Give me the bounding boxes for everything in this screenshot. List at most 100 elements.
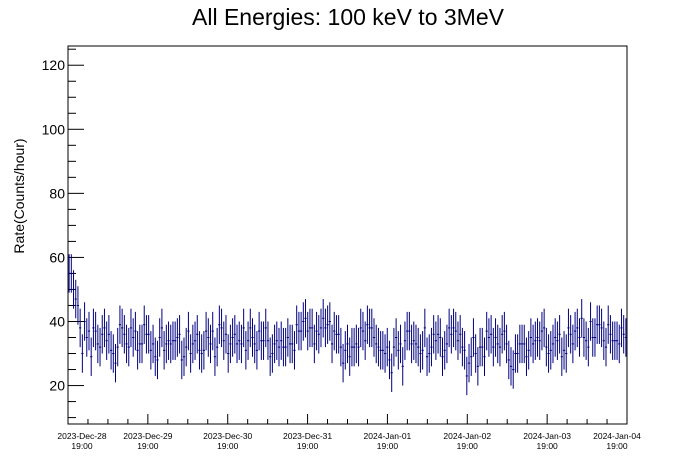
data-point — [147, 315, 150, 354]
data-point — [286, 318, 289, 357]
data-point — [326, 305, 329, 344]
data-point — [224, 315, 228, 354]
data-point — [607, 305, 610, 344]
y-tick-label: 60 — [49, 249, 65, 265]
data-point — [149, 331, 152, 370]
y-tick-label: 120 — [42, 57, 66, 73]
data-point — [193, 321, 197, 360]
data-point — [459, 315, 462, 354]
data-point — [109, 331, 113, 370]
data-point — [258, 311, 261, 351]
data-point — [613, 321, 616, 360]
data-point — [454, 311, 457, 351]
data-point — [295, 305, 298, 344]
data-point — [450, 315, 453, 354]
data-point — [169, 324, 172, 364]
data-point — [474, 334, 477, 373]
data-point — [222, 321, 225, 360]
data-point — [487, 318, 491, 357]
data-point — [313, 324, 316, 364]
data-point — [171, 321, 175, 360]
data-point — [388, 340, 391, 380]
data-point — [218, 305, 221, 344]
data-point — [366, 305, 369, 344]
data-point — [238, 321, 241, 360]
data-point — [341, 343, 345, 383]
data-point — [587, 327, 590, 367]
x-tick-label-time: 19:00 — [297, 441, 319, 451]
data-point — [386, 327, 389, 367]
data-point — [518, 324, 521, 364]
data-point — [397, 331, 400, 370]
x-tick-label-time: 19:00 — [71, 441, 93, 451]
data-point — [600, 308, 603, 348]
data-point — [249, 308, 252, 348]
y-tick-label: 40 — [49, 313, 65, 329]
data-point — [264, 308, 267, 348]
data-point — [456, 321, 460, 360]
data-point — [227, 334, 230, 373]
data-point — [560, 337, 563, 376]
data-point — [311, 308, 314, 348]
data-point — [622, 315, 625, 354]
x-tick-label-date: 2023-Dec-28 — [57, 431, 106, 441]
data-point — [196, 315, 199, 354]
data-point — [79, 308, 82, 348]
x-tick-label-date: 2024-Jan-03 — [523, 431, 571, 441]
data-point — [308, 308, 312, 348]
data-point — [333, 311, 336, 351]
data-point — [596, 305, 599, 344]
data-point — [138, 324, 141, 364]
data-point — [562, 331, 566, 370]
data-point — [540, 311, 544, 351]
data-point — [246, 321, 250, 360]
data-point — [593, 318, 597, 357]
data-point — [421, 331, 424, 370]
data-point — [101, 315, 104, 354]
data-point — [604, 327, 608, 367]
data-point — [163, 331, 166, 370]
data-point — [390, 353, 393, 392]
data-point — [507, 340, 510, 380]
data-point — [372, 318, 376, 357]
data-point — [490, 315, 493, 354]
data-point — [202, 331, 205, 370]
data-point — [551, 324, 555, 364]
data-point — [549, 331, 552, 370]
data-point — [151, 324, 155, 364]
data-point — [322, 299, 325, 338]
data-point — [94, 311, 97, 351]
data-point — [463, 331, 466, 370]
data-point — [620, 308, 623, 348]
data-point — [346, 324, 349, 364]
data-point — [585, 321, 588, 360]
data-point — [406, 311, 409, 351]
data-point — [174, 321, 177, 360]
data-point — [273, 324, 276, 364]
data-point — [591, 318, 594, 357]
x-tick-label-time: 19:00 — [217, 441, 239, 451]
data-point — [244, 331, 247, 370]
data-point — [432, 315, 435, 354]
data-point — [481, 327, 484, 367]
data-point — [571, 324, 574, 364]
data-point — [81, 334, 84, 373]
data-point — [125, 324, 128, 364]
data-point — [191, 324, 194, 364]
data-point — [154, 337, 157, 376]
data-point — [417, 327, 420, 367]
data-point — [85, 318, 88, 357]
data-point — [317, 315, 320, 354]
data-point — [253, 324, 256, 364]
data-point — [580, 299, 583, 338]
data-point — [68, 254, 71, 293]
data-point — [492, 327, 495, 367]
data-point — [220, 308, 223, 348]
data-point — [401, 347, 404, 386]
x-tick-label-time: 19:00 — [377, 441, 399, 451]
data-point — [98, 327, 102, 367]
data-point — [233, 315, 236, 354]
data-point — [609, 315, 612, 354]
data-point — [472, 318, 475, 357]
